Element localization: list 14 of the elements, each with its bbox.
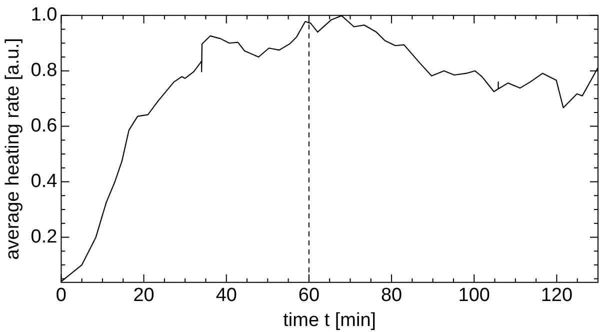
y-tick-label: 1.0 — [30, 4, 58, 26]
y-axis-title: average heating rate [a.u.] — [2, 38, 24, 260]
y-tick-label: 0.6 — [30, 116, 58, 137]
x-axis-title: time t [min] — [283, 310, 376, 331]
x-tick-label: 80 — [380, 285, 402, 306]
x-tick-label: 100 — [458, 285, 490, 306]
x-tick-label: 60 — [298, 285, 320, 306]
x-tick-label: 20 — [133, 285, 154, 306]
x-tick-label: 0 — [56, 285, 66, 306]
x-tick-label: 40 — [216, 285, 237, 306]
y-tick-label: 0.4 — [30, 170, 58, 192]
y-tick-label: 0.8 — [30, 60, 58, 82]
x-tick-label: 120 — [540, 285, 573, 306]
y-tick-label: 0.2 — [30, 226, 58, 248]
